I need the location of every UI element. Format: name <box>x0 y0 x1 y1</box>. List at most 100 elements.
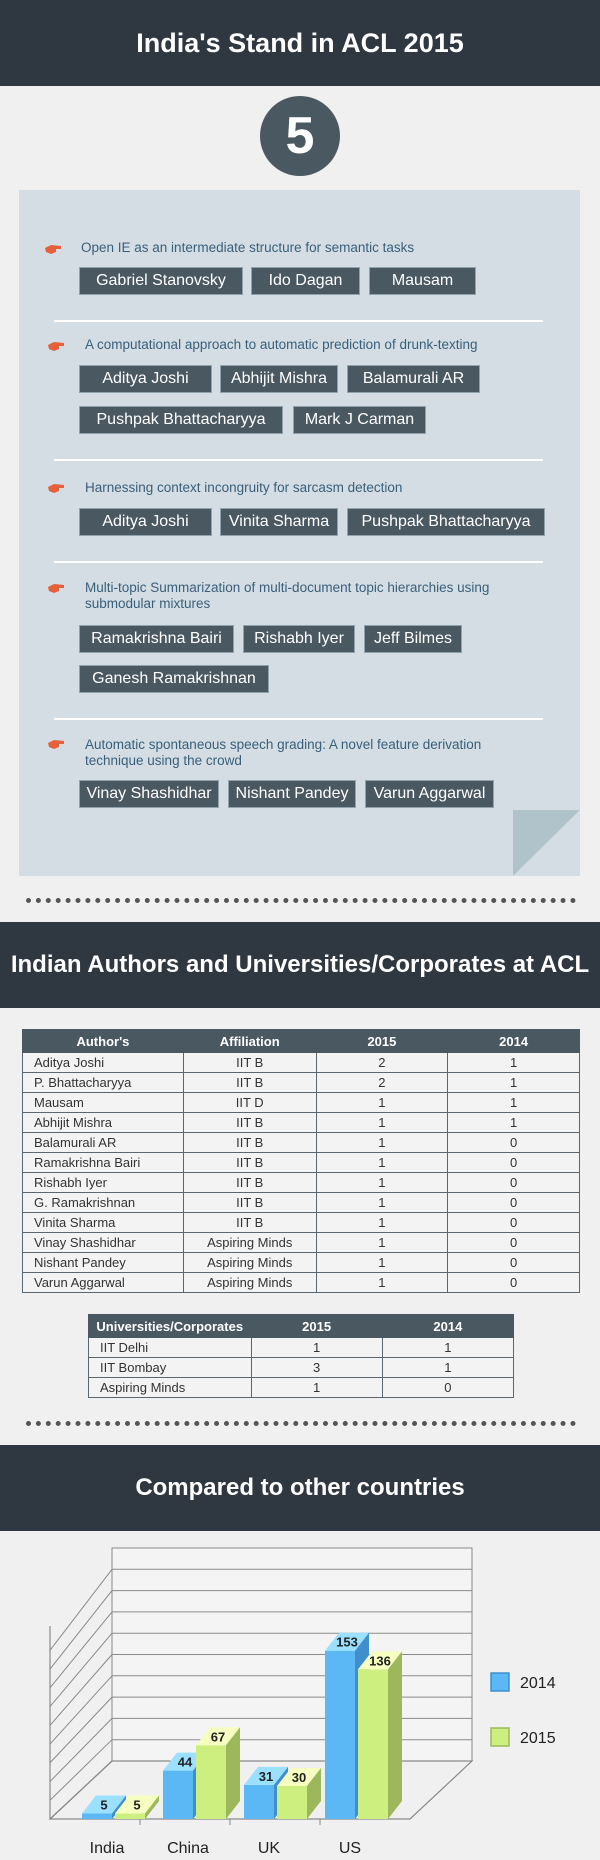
gridline <box>49 1675 113 1745</box>
legend-label: 2015 <box>520 1730 556 1747</box>
divider <box>54 718 543 720</box>
legend-swatch <box>490 1727 510 1747</box>
author-tag: Pushpak Bhattacharyya <box>79 406 283 434</box>
author-tag: Balamurali AR <box>347 365 480 393</box>
author-tag: Aditya Joshi <box>79 508 212 536</box>
legend-swatch <box>490 1672 510 1692</box>
author-tag: Ido Dagan <box>251 267 360 295</box>
universities-table: Universities/Corporates 2015 2014 IIT De… <box>88 1314 515 1398</box>
table-cell: IIT B <box>182 1052 317 1073</box>
section-title: Indian Authors and Universities/Corporat… <box>10 951 590 978</box>
table-row: Nishant Pandey Aspiring Minds 1 0 <box>22 1252 580 1273</box>
author-tag: Ramakrishna Bairi <box>79 625 234 653</box>
table-cell: 0 <box>447 1152 580 1173</box>
paper-title-line: Multi-topic Summarization of multi-docum… <box>85 580 490 595</box>
table-cell: Balamurali AR <box>22 1132 184 1153</box>
table-cell: 1 <box>315 1252 449 1273</box>
table-cell: IIT D <box>182 1092 317 1113</box>
author-tag: Aditya Joshi <box>79 365 212 393</box>
paper-count-badge: 5 <box>260 96 340 176</box>
table-cell: 2 <box>315 1052 449 1073</box>
table-cell: Vinay Shashidhar <box>22 1232 184 1253</box>
column-header: 2015 <box>315 1029 449 1053</box>
section-banner: Compared to other countries <box>0 1445 600 1531</box>
page-title: India's Stand in ACL 2015 <box>136 27 464 58</box>
author-tag: Nishant Pandey <box>228 780 356 808</box>
table-row: Vinay Shashidhar Aspiring Minds 1 0 <box>22 1232 580 1253</box>
gridline <box>49 1739 113 1801</box>
bar <box>196 1745 226 1819</box>
pointing-hand-icon <box>48 740 64 749</box>
table-row: IIT Bombay 3 1 <box>88 1357 515 1378</box>
table-cell: 0 <box>447 1232 580 1253</box>
table-cell: IIT Bombay <box>88 1357 252 1378</box>
paper-title: A computational approach to automatic pr… <box>85 337 478 352</box>
bar-top <box>325 1632 369 1651</box>
table-cell: Aditya Joshi <box>22 1052 184 1073</box>
table-cell: IIT B <box>182 1132 317 1153</box>
divider <box>54 320 543 322</box>
gridline <box>49 1611 113 1689</box>
bar-top <box>244 1766 288 1785</box>
bar-top <box>358 1651 402 1670</box>
x-tick-label: UK <box>258 1840 281 1857</box>
table-cell: IIT B <box>182 1072 317 1093</box>
country-comparison-chart: 5 5 India 44 67 China 31 30 UK 153 136 US 2014 2015 <box>48 1547 556 1857</box>
bar <box>277 1786 307 1819</box>
column-header: 2015 <box>250 1314 383 1338</box>
axis-edge <box>49 1760 113 1820</box>
column-header: Universities/Corporates <box>88 1314 252 1338</box>
table-cell: 0 <box>447 1212 580 1233</box>
legend-label: 2014 <box>520 1675 556 1692</box>
paper-title: Automatic spontaneous speech grading: A … <box>85 737 481 769</box>
table-cell: IIT B <box>182 1212 317 1233</box>
author-tag: Vinay Shashidhar <box>79 780 219 808</box>
pointing-hand-icon <box>48 342 64 351</box>
bar <box>163 1770 193 1819</box>
table-cell: Varun Aggarwal <box>22 1272 184 1293</box>
paper-title-line: Automatic spontaneous speech grading: A … <box>85 737 482 752</box>
author-tag: Varun Aggarwal <box>365 780 494 808</box>
table-cell: P. Bhattacharyya <box>22 1072 184 1093</box>
table-cell: Aspiring Minds <box>182 1252 317 1273</box>
bar <box>82 1813 112 1819</box>
table-cell: 1 <box>315 1272 449 1293</box>
column-header: Author's <box>22 1029 184 1053</box>
gridline <box>49 1654 113 1726</box>
author-tag: Vinita Sharma <box>220 508 338 536</box>
gridline <box>49 1718 113 1782</box>
pointing-hand-icon <box>48 484 64 493</box>
author-tag: Ganesh Ramakrishnan <box>79 665 269 693</box>
x-tick-label: China <box>167 1840 209 1857</box>
author-tag: Mark J Carman <box>293 406 426 434</box>
bar-top <box>82 1795 126 1814</box>
table-cell: IIT B <box>182 1152 317 1173</box>
data-label: 44 <box>178 1755 193 1770</box>
table-cell: 1 <box>447 1072 580 1093</box>
table-cell: 1 <box>447 1112 580 1133</box>
table-cell: Mausam <box>22 1092 184 1113</box>
data-label: 31 <box>259 1769 273 1784</box>
x-tick-label: US <box>339 1840 361 1857</box>
author-tag: Mausam <box>369 267 476 295</box>
data-label: 67 <box>211 1729 225 1744</box>
table-cell: 0 <box>381 1377 515 1398</box>
authors-table: Author's Affiliation 2015 2014 Aditya Jo… <box>22 1029 580 1293</box>
table-row: IIT Delhi 1 1 <box>88 1337 515 1358</box>
dotted-divider <box>26 1421 576 1426</box>
table-cell: Aspiring Minds <box>182 1272 317 1293</box>
paper-title: Open IE as an intermediate structure for… <box>81 240 415 255</box>
paper-title-line: submodular mixtures <box>85 596 211 611</box>
table-cell: 1 <box>381 1337 515 1358</box>
author-tag: Jeff Bilmes <box>364 625 462 653</box>
table-cell: 0 <box>447 1192 580 1213</box>
data-label: 5 <box>133 1798 140 1813</box>
paper-title: Multi-topic Summarization of multi-docum… <box>85 580 489 612</box>
table-cell: 1 <box>315 1232 449 1253</box>
table-cell: 1 <box>315 1212 449 1233</box>
table-cell: 3 <box>250 1357 383 1378</box>
bar <box>325 1650 355 1819</box>
table-cell: 1 <box>250 1337 383 1358</box>
